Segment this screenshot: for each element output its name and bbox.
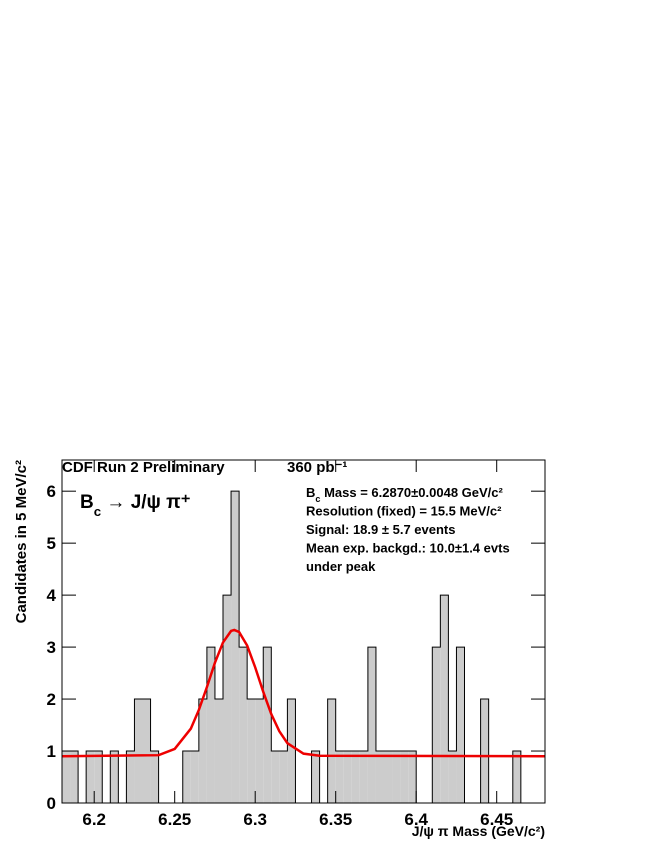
histogram-bar <box>263 647 272 803</box>
histogram-bar <box>271 751 280 803</box>
histogram-bar <box>279 751 288 803</box>
info-line: Signal: 18.9 ± 5.7 events <box>306 522 455 537</box>
histogram-bar <box>448 751 457 803</box>
y-tick-label: 1 <box>47 742 56 761</box>
histogram-bar <box>351 751 360 803</box>
histogram-bar <box>247 699 256 803</box>
histogram-bar <box>94 751 103 803</box>
info-line-subscript: c <box>315 494 320 504</box>
histogram-bar <box>392 751 401 803</box>
info-line-part: B <box>306 485 315 500</box>
info-line-part: Signal: 18.9 ± 5.7 events <box>306 522 455 537</box>
histogram-bar <box>206 647 215 803</box>
histogram-bar <box>214 699 223 803</box>
y-axis-label: Candidates in 5 MeV/c² <box>13 460 30 623</box>
histogram-bar <box>255 699 264 803</box>
fit-curve <box>61 628 546 758</box>
histogram-bar <box>375 751 384 803</box>
info-line-part: Mass = 6.2870±0.0048 GeV/c² <box>320 485 503 500</box>
histogram-bar <box>231 491 240 803</box>
histogram-bar <box>62 751 71 803</box>
histogram-bar <box>367 647 376 803</box>
x-tick-label: 6.45 <box>480 810 513 829</box>
histogram-bar <box>86 751 95 803</box>
histogram-bar <box>456 647 465 803</box>
annotation: Bc → J/ψ π⁺ <box>80 492 191 519</box>
histogram-bar <box>70 751 79 803</box>
y-tick-label: 4 <box>47 586 57 605</box>
header-left: CDF Run 2 Preliminary <box>62 459 225 476</box>
histogram-bar <box>223 595 232 803</box>
histogram-bar <box>400 751 409 803</box>
plot-frame <box>61 459 546 804</box>
info-line-part: under peak <box>306 559 376 574</box>
x-tick-label: 6.4 <box>404 810 428 829</box>
histogram-bar <box>311 751 320 803</box>
histogram-bar <box>512 751 521 803</box>
histogram-bar <box>408 751 417 803</box>
histogram-bar <box>134 699 143 803</box>
y-tick-label: 2 <box>47 690 56 709</box>
histogram-bar <box>359 751 368 803</box>
x-tick-label: 6.25 <box>158 810 191 829</box>
y-tick-label: 0 <box>47 794 56 813</box>
x-tick-label: 6.3 <box>243 810 267 829</box>
histogram-bar <box>287 699 296 803</box>
histogram-bar <box>150 751 159 803</box>
histogram-outline <box>61 490 545 804</box>
info-line-part: Resolution (fixed) = 15.5 MeV/c² <box>306 504 502 519</box>
x-tick-label: 6.2 <box>82 810 106 829</box>
histogram-bar <box>327 699 336 803</box>
histogram-bar <box>432 647 441 803</box>
y-tick-label: 6 <box>47 482 56 501</box>
histogram-bar <box>343 751 352 803</box>
histogram-bar <box>384 751 393 803</box>
annotation-part: B <box>80 492 94 513</box>
annotation-subscript: c <box>94 504 101 519</box>
histogram-bar <box>142 699 151 803</box>
histogram-bar <box>198 699 207 803</box>
header-right: 360 pb⁻¹ <box>287 459 347 476</box>
histogram-bar <box>480 699 489 803</box>
histogram-bar <box>440 595 449 803</box>
x-axis-label: J/ψ π Mass (GeV/c²) <box>412 823 545 839</box>
info-line: under peak <box>306 559 376 574</box>
histogram-bar <box>126 751 135 803</box>
histogram-bar <box>239 647 248 803</box>
annotation-part: → J/ψ π⁺ <box>101 492 191 513</box>
y-tick-label: 5 <box>47 534 56 553</box>
y-tick-label: 3 <box>47 638 56 657</box>
histogram-bar <box>182 751 191 803</box>
histogram-bar <box>335 751 344 803</box>
info-line-part: Mean exp. backgd.: 10.0±1.4 evts <box>306 541 510 556</box>
x-tick-label: 6.35 <box>319 810 352 829</box>
histogram-bar <box>110 751 119 803</box>
info-line: Bc Mass = 6.2870±0.0048 GeV/c² <box>306 485 504 504</box>
histogram-bar <box>190 751 199 803</box>
info-line: Mean exp. backgd.: 10.0±1.4 evts <box>306 541 510 556</box>
info-line: Resolution (fixed) = 15.5 MeV/c² <box>306 504 502 519</box>
